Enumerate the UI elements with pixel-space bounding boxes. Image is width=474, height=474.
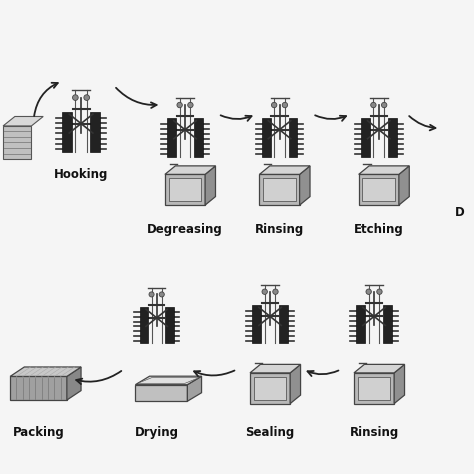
Circle shape <box>382 102 387 108</box>
Polygon shape <box>254 377 286 400</box>
Polygon shape <box>3 117 43 126</box>
Circle shape <box>282 102 288 108</box>
Polygon shape <box>165 166 216 174</box>
Polygon shape <box>394 365 404 403</box>
Polygon shape <box>67 367 81 400</box>
Polygon shape <box>140 307 148 343</box>
Polygon shape <box>194 118 203 156</box>
Polygon shape <box>356 305 365 343</box>
Polygon shape <box>290 365 301 403</box>
Polygon shape <box>300 166 310 205</box>
Polygon shape <box>91 112 100 152</box>
Polygon shape <box>250 373 290 403</box>
Polygon shape <box>262 118 271 156</box>
Polygon shape <box>259 174 300 205</box>
Text: Hooking: Hooking <box>54 168 108 182</box>
Polygon shape <box>289 118 298 156</box>
Polygon shape <box>361 118 370 156</box>
Polygon shape <box>10 367 81 376</box>
Polygon shape <box>363 178 395 201</box>
Circle shape <box>159 292 164 297</box>
Circle shape <box>366 289 371 294</box>
Text: Rinsing: Rinsing <box>349 426 399 439</box>
Polygon shape <box>3 126 31 159</box>
Polygon shape <box>252 305 261 343</box>
Circle shape <box>272 102 277 108</box>
Polygon shape <box>62 112 72 152</box>
Text: Rinsing: Rinsing <box>255 223 304 236</box>
Circle shape <box>149 292 154 297</box>
Polygon shape <box>399 166 409 205</box>
Polygon shape <box>10 376 67 400</box>
Polygon shape <box>165 307 173 343</box>
Polygon shape <box>205 166 216 205</box>
Text: D: D <box>455 206 464 219</box>
Text: Packing: Packing <box>13 426 64 439</box>
Polygon shape <box>358 377 391 400</box>
Circle shape <box>377 289 382 294</box>
Circle shape <box>371 102 376 108</box>
Polygon shape <box>263 178 296 201</box>
Polygon shape <box>279 305 288 343</box>
Circle shape <box>84 95 90 100</box>
Polygon shape <box>136 385 187 401</box>
Polygon shape <box>167 118 176 156</box>
Polygon shape <box>383 305 392 343</box>
Polygon shape <box>187 376 201 401</box>
Text: Drying: Drying <box>135 426 179 439</box>
Circle shape <box>177 102 182 108</box>
Text: Degreasing: Degreasing <box>147 223 223 236</box>
Polygon shape <box>169 178 201 201</box>
Polygon shape <box>138 378 199 383</box>
Polygon shape <box>354 373 394 403</box>
Circle shape <box>262 289 267 294</box>
Polygon shape <box>250 365 301 373</box>
Polygon shape <box>354 365 404 373</box>
Circle shape <box>188 102 193 108</box>
Text: Etching: Etching <box>354 223 404 236</box>
Polygon shape <box>359 166 409 174</box>
Polygon shape <box>165 174 205 205</box>
Polygon shape <box>136 376 201 385</box>
Circle shape <box>73 95 78 100</box>
Polygon shape <box>388 118 397 156</box>
Text: Sealing: Sealing <box>246 426 295 439</box>
Circle shape <box>273 289 278 294</box>
Polygon shape <box>259 166 310 174</box>
Polygon shape <box>359 174 399 205</box>
